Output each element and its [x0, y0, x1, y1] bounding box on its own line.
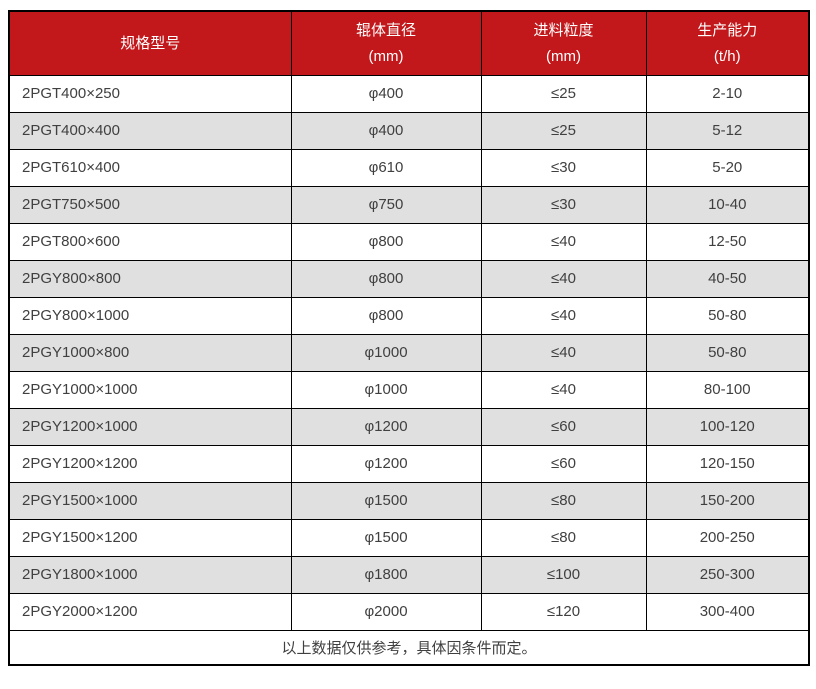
roller-diameter-cell: φ1200	[290, 444, 482, 483]
table-header: 规格型号 辊体直径 (mm) 进料粒度 (mm) 生产能力 (t/h)	[8, 10, 810, 76]
feed-size-cell: ≤40	[480, 259, 647, 298]
footer-row: 以上数据仅供参考，具体因条件而定。	[8, 629, 810, 666]
capacity-cell: 300-400	[645, 592, 810, 631]
roller-diameter-cell: φ1500	[290, 481, 482, 520]
table-row: 2PGT750×500 φ750 ≤30 10-40	[8, 185, 810, 224]
model-cell: 2PGY1200×1000	[8, 407, 292, 446]
column-header-capacity-title: 生产能力	[697, 22, 758, 40]
model-cell: 2PGY1000×1000	[8, 370, 292, 409]
roller-diameter-cell: φ1000	[290, 370, 482, 409]
table-row: 2PGY1200×1000 φ1200 ≤60 100-120	[8, 407, 810, 446]
column-header-roller-diameter-title: 辊体直径	[355, 22, 416, 40]
feed-size-cell: ≤120	[480, 592, 647, 631]
capacity-cell: 80-100	[645, 370, 810, 409]
model-cell: 2PGT800×600	[8, 222, 292, 261]
table-footer: 以上数据仅供参考，具体因条件而定。	[8, 629, 810, 666]
table-row: 2PGY1500×1200 φ1500 ≤80 200-250	[8, 518, 810, 557]
column-header-feed-size-title: 进料粒度	[533, 22, 594, 40]
model-cell: 2PGY1800×1000	[8, 555, 292, 594]
capacity-cell: 50-80	[645, 333, 810, 372]
column-header-roller-diameter: 辊体直径 (mm)	[290, 10, 482, 76]
roller-diameter-cell: φ1500	[290, 518, 482, 557]
table-row: 2PGT400×250 φ400 ≤25 2-10	[8, 74, 810, 113]
model-cell: 2PGT400×250	[8, 74, 292, 113]
feed-size-cell: ≤100	[480, 555, 647, 594]
feed-size-cell: ≤40	[480, 222, 647, 261]
feed-size-cell: ≤40	[480, 333, 647, 372]
roller-diameter-cell: φ2000	[290, 592, 482, 631]
table-row: 2PGY1800×1000 φ1800 ≤100 250-300	[8, 555, 810, 594]
model-cell: 2PGT610×400	[8, 148, 292, 187]
feed-size-cell: ≤40	[480, 296, 647, 335]
capacity-cell: 5-20	[645, 148, 810, 187]
roller-diameter-cell: φ1000	[290, 333, 482, 372]
header-row: 规格型号 辊体直径 (mm) 进料粒度 (mm) 生产能力 (t/h)	[8, 10, 810, 76]
column-header-feed-size: 进料粒度 (mm)	[480, 10, 647, 76]
column-header-capacity: 生产能力 (t/h)	[645, 10, 810, 76]
model-cell: 2PGY2000×1200	[8, 592, 292, 631]
roller-diameter-cell: φ400	[290, 111, 482, 150]
capacity-cell: 100-120	[645, 407, 810, 446]
model-cell: 2PGY800×800	[8, 259, 292, 298]
spec-table-container: 规格型号 辊体直径 (mm) 进料粒度 (mm) 生产能力 (t/h) 2PGT…	[8, 10, 810, 666]
column-header-model: 规格型号	[8, 10, 292, 76]
capacity-cell: 10-40	[645, 185, 810, 224]
column-header-capacity-unit: (t/h)	[713, 48, 741, 66]
capacity-cell: 12-50	[645, 222, 810, 261]
roller-diameter-cell: φ750	[290, 185, 482, 224]
feed-size-cell: ≤30	[480, 148, 647, 187]
table-row: 2PGY2000×1200 φ2000 ≤120 300-400	[8, 592, 810, 631]
capacity-cell: 120-150	[645, 444, 810, 483]
model-cell: 2PGY1500×1000	[8, 481, 292, 520]
capacity-cell: 5-12	[645, 111, 810, 150]
spec-table: 规格型号 辊体直径 (mm) 进料粒度 (mm) 生产能力 (t/h) 2PGT…	[8, 10, 810, 666]
capacity-cell: 200-250	[645, 518, 810, 557]
model-cell: 2PGY1500×1200	[8, 518, 292, 557]
table-row: 2PGY1200×1200 φ1200 ≤60 120-150	[8, 444, 810, 483]
table-row: 2PGY800×800 φ800 ≤40 40-50	[8, 259, 810, 298]
feed-size-cell: ≤80	[480, 518, 647, 557]
column-header-roller-diameter-unit: (mm)	[368, 48, 404, 66]
feed-size-cell: ≤25	[480, 74, 647, 113]
model-cell: 2PGY1000×800	[8, 333, 292, 372]
feed-size-cell: ≤25	[480, 111, 647, 150]
column-header-feed-size-unit: (mm)	[546, 48, 581, 66]
feed-size-cell: ≤60	[480, 407, 647, 446]
table-row: 2PGY1000×800 φ1000 ≤40 50-80	[8, 333, 810, 372]
table-row: 2PGY1000×1000 φ1000 ≤40 80-100	[8, 370, 810, 409]
roller-diameter-cell: φ400	[290, 74, 482, 113]
model-cell: 2PGT400×400	[8, 111, 292, 150]
feed-size-cell: ≤40	[480, 370, 647, 409]
roller-diameter-cell: φ800	[290, 296, 482, 335]
roller-diameter-cell: φ800	[290, 259, 482, 298]
feed-size-cell: ≤60	[480, 444, 647, 483]
capacity-cell: 2-10	[645, 74, 810, 113]
table-row: 2PGY1500×1000 φ1500 ≤80 150-200	[8, 481, 810, 520]
feed-size-cell: ≤30	[480, 185, 647, 224]
table-row: 2PGY800×1000 φ800 ≤40 50-80	[8, 296, 810, 335]
roller-diameter-cell: φ1200	[290, 407, 482, 446]
table-row: 2PGT610×400 φ610 ≤30 5-20	[8, 148, 810, 187]
capacity-cell: 40-50	[645, 259, 810, 298]
model-cell: 2PGT750×500	[8, 185, 292, 224]
roller-diameter-cell: φ800	[290, 222, 482, 261]
table-row: 2PGT400×400 φ400 ≤25 5-12	[8, 111, 810, 150]
roller-diameter-cell: φ610	[290, 148, 482, 187]
capacity-cell: 150-200	[645, 481, 810, 520]
table-body: 2PGT400×250 φ400 ≤25 2-10 2PGT400×400 φ400 ≤25…	[8, 74, 810, 631]
capacity-cell: 250-300	[645, 555, 810, 594]
table-row: 2PGT800×600 φ800 ≤40 12-50	[8, 222, 810, 261]
roller-diameter-cell: φ1800	[290, 555, 482, 594]
column-header-model-title: 规格型号	[120, 34, 181, 52]
capacity-cell: 50-80	[645, 296, 810, 335]
model-cell: 2PGY800×1000	[8, 296, 292, 335]
model-cell: 2PGY1200×1200	[8, 444, 292, 483]
feed-size-cell: ≤80	[480, 481, 647, 520]
footer-note: 以上数据仅供参考，具体因条件而定。	[8, 629, 810, 666]
